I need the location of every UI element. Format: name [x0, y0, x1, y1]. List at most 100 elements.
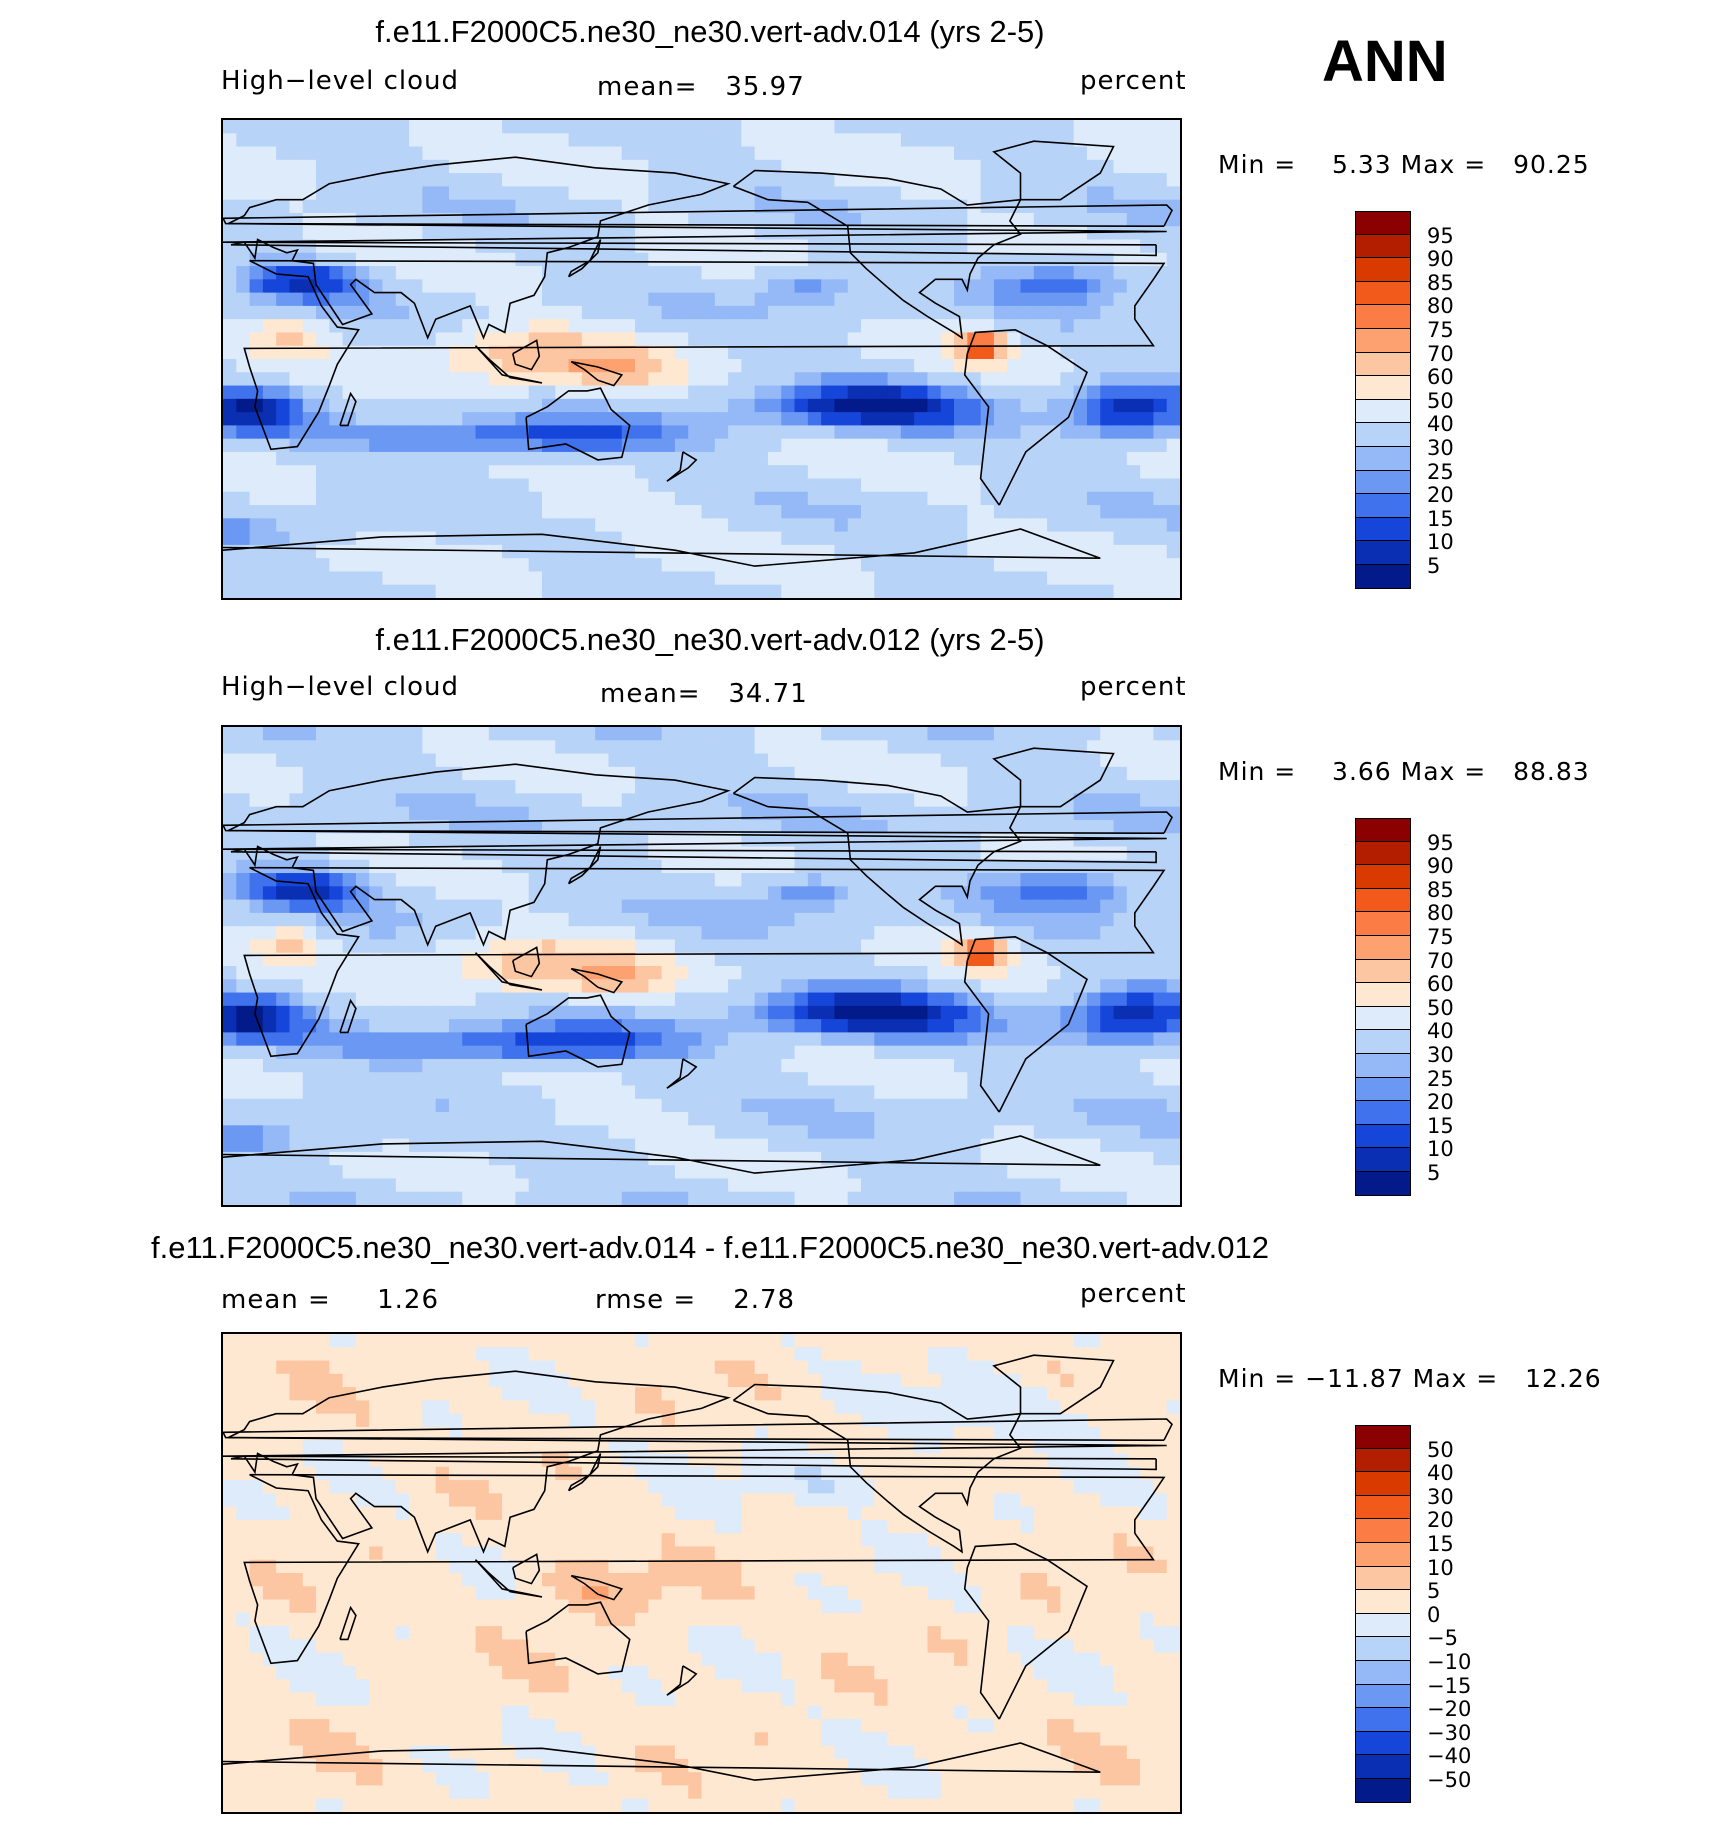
map-cell	[581, 438, 596, 453]
map-cell	[581, 186, 596, 201]
map-cell	[568, 979, 583, 994]
map-cell	[1166, 412, 1180, 426]
map-cell	[581, 793, 596, 808]
map-cell	[262, 252, 277, 267]
map-cell	[502, 186, 517, 201]
map-cell	[462, 979, 477, 994]
map-cell	[249, 1005, 264, 1020]
map-cell	[608, 518, 623, 533]
map-cell	[993, 992, 1008, 1007]
map-cell	[422, 780, 437, 794]
map-cell	[1060, 1032, 1075, 1047]
map-cell	[794, 584, 809, 598]
map-cell	[794, 398, 809, 413]
map-cell	[967, 279, 982, 294]
map-cell	[316, 266, 330, 280]
map-cell	[502, 478, 517, 493]
map-cell	[821, 544, 836, 559]
map-cell	[861, 558, 875, 573]
map-cell	[980, 1125, 995, 1140]
map-cell	[674, 292, 689, 307]
map-cell	[1073, 584, 1088, 598]
map-cell	[635, 1072, 649, 1087]
map-cell	[1086, 939, 1101, 954]
map-cell	[422, 859, 437, 874]
colorbar-tick-label: 25	[1427, 459, 1454, 484]
map-cell	[1140, 1112, 1155, 1126]
map-cell	[1073, 292, 1088, 307]
map-cell	[954, 1125, 968, 1140]
map-cell	[993, 292, 1008, 307]
map-cell	[847, 305, 862, 320]
map-cell	[861, 491, 875, 506]
map-cell	[635, 133, 649, 148]
map-cell	[621, 451, 636, 466]
map-cell	[262, 1058, 277, 1073]
map-cell	[1086, 584, 1101, 598]
map-cell	[316, 859, 330, 874]
map-cell	[914, 727, 929, 741]
map-cell	[329, 558, 344, 573]
map-cell	[621, 385, 636, 400]
map-cell	[821, 766, 836, 781]
map-cell	[887, 873, 902, 887]
map-cell	[834, 571, 849, 586]
map-cell	[714, 846, 729, 861]
map-cell	[714, 571, 729, 586]
map-cell	[1166, 1138, 1180, 1153]
map-cell	[1153, 558, 1168, 573]
map-cell	[993, 766, 1008, 781]
map-cell	[1140, 412, 1155, 426]
map-cell	[1166, 173, 1180, 187]
map-cell	[542, 1125, 556, 1140]
map-cell	[887, 806, 902, 821]
map-cell	[223, 451, 237, 466]
map-cell	[1086, 1058, 1101, 1073]
map-cell	[382, 571, 397, 586]
map-cell	[528, 1125, 543, 1140]
map-cell	[355, 1045, 370, 1060]
map-cell	[502, 544, 517, 559]
map-cell	[435, 305, 450, 320]
map-cell	[488, 292, 503, 307]
map-cell	[528, 146, 543, 161]
map-cell	[542, 279, 556, 294]
map-cell	[262, 159, 277, 174]
map-cell	[528, 199, 543, 214]
map-cell	[289, 886, 304, 901]
map-cell	[847, 212, 862, 227]
map-cell	[502, 780, 517, 794]
map-cell	[316, 926, 330, 941]
map-cell	[767, 793, 782, 808]
map-cell	[568, 359, 583, 373]
map-cell	[395, 886, 410, 901]
map-cell	[568, 292, 583, 307]
map-cell	[1153, 873, 1168, 887]
map-cell	[1020, 793, 1035, 808]
map-cell	[954, 212, 968, 227]
map-cell	[767, 1045, 782, 1060]
map-cell	[741, 912, 756, 927]
map-cell	[701, 425, 716, 440]
colorbar-box	[1355, 305, 1411, 329]
map-cell	[475, 146, 490, 161]
map-cell	[236, 319, 251, 334]
map-cell	[1140, 159, 1155, 174]
map-cell	[542, 505, 556, 519]
map-cell	[595, 806, 610, 821]
map-cell	[249, 912, 264, 927]
map-cell	[688, 952, 703, 967]
colorbar-box	[1355, 517, 1411, 542]
map-cell	[1126, 332, 1141, 347]
map-cell	[302, 372, 317, 387]
map-cell	[316, 186, 330, 201]
map-cell	[648, 398, 663, 413]
map-cell	[1020, 873, 1035, 887]
map-cell	[1153, 806, 1168, 821]
map-cell	[648, 727, 663, 741]
map-cell	[249, 1138, 264, 1153]
map-cell	[940, 465, 955, 480]
map-cell	[807, 239, 822, 254]
map-cell	[847, 584, 862, 598]
map-cell	[488, 819, 503, 834]
